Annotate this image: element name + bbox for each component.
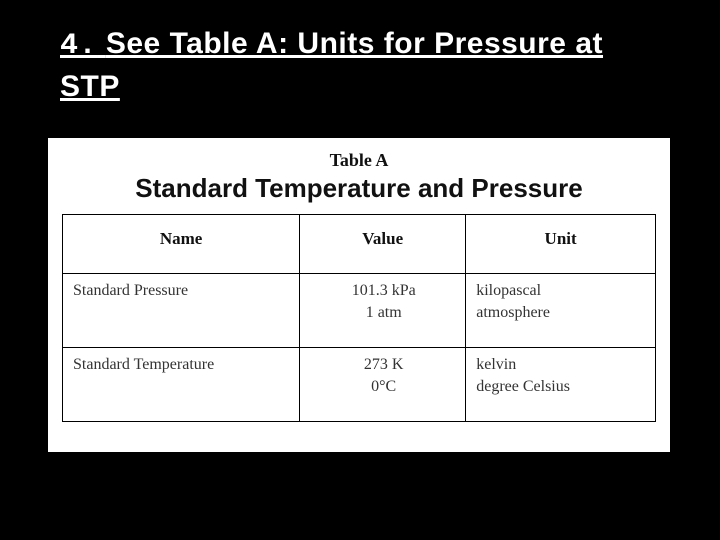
- col-header-name: Name: [63, 215, 300, 274]
- unit-line: degree Celsius: [476, 376, 647, 398]
- value-line: 273 K: [310, 354, 457, 376]
- table-label: Table A: [62, 150, 656, 171]
- table-container: Table A Standard Temperature and Pressur…: [48, 138, 670, 452]
- cell-unit: kelvin degree Celsius: [466, 347, 656, 421]
- cell-value: 101.3 kPa 1 atm: [300, 274, 466, 348]
- value-line: 101.3 kPa: [310, 280, 457, 302]
- slide-heading: 4. See Table A: Units for Pressure at ST…: [60, 24, 660, 107]
- cell-name: Standard Temperature: [63, 347, 300, 421]
- heading-number: 4.: [60, 29, 97, 63]
- value-line: 1 atm: [310, 302, 457, 324]
- unit-line: kilopascal: [476, 280, 647, 302]
- unit-line: kelvin: [476, 354, 647, 376]
- table-row: Standard Temperature 273 K 0°C kelvin de…: [63, 347, 656, 421]
- table-row: Standard Pressure 101.3 kPa 1 atm kilopa…: [63, 274, 656, 348]
- cell-value: 273 K 0°C: [300, 347, 466, 421]
- cell-name: Standard Pressure: [63, 274, 300, 348]
- cell-unit: kilopascal atmosphere: [466, 274, 656, 348]
- stp-table: Name Value Unit Standard Pressure 101.3 …: [62, 214, 656, 422]
- table-header-row: Name Value Unit: [63, 215, 656, 274]
- slide: 4. See Table A: Units for Pressure at ST…: [0, 0, 720, 540]
- table-title: Standard Temperature and Pressure: [62, 173, 656, 204]
- unit-line: atmosphere: [476, 302, 647, 324]
- value-line: 0°C: [310, 376, 457, 398]
- heading-text: See Table A: Units for Pressure at STP: [60, 27, 603, 103]
- col-header-value: Value: [300, 215, 466, 274]
- col-header-unit: Unit: [466, 215, 656, 274]
